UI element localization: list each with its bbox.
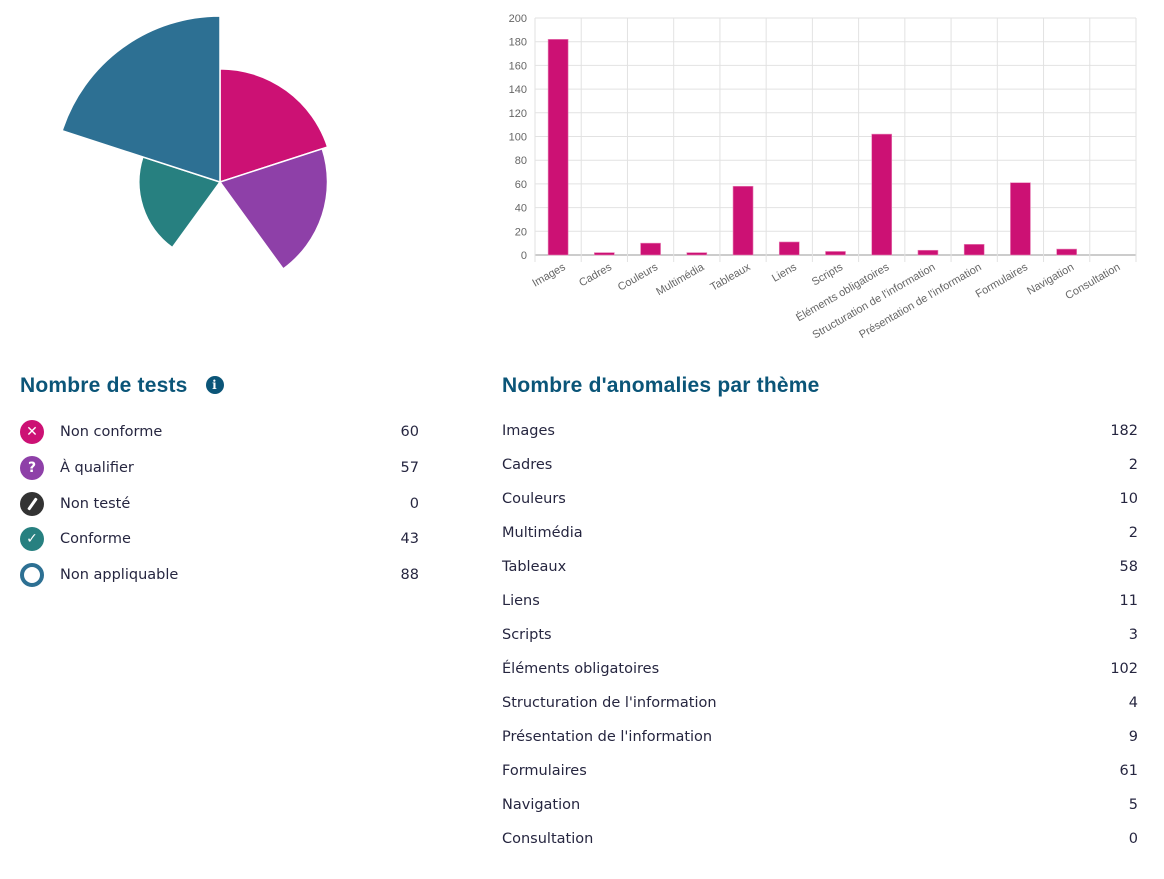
bar[interactable] bbox=[963, 244, 985, 256]
theme-row: Navigation 5 bbox=[502, 793, 1138, 817]
cross-icon: ✕ bbox=[20, 420, 44, 444]
test-label: À qualifier bbox=[60, 459, 134, 476]
polar-slice[interactable] bbox=[138, 155, 222, 249]
tests-title: Nombre de tests i bbox=[20, 374, 224, 398]
theme-row: Éléments obligatoires 102 bbox=[502, 657, 1138, 681]
theme-row: Consultation 0 bbox=[502, 827, 1138, 851]
theme-label: Éléments obligatoires bbox=[502, 661, 660, 677]
theme-value: 3 bbox=[1128, 627, 1138, 643]
bar[interactable] bbox=[686, 252, 708, 256]
x-tick-label: Multimédia bbox=[654, 261, 707, 298]
theme-label: Navigation bbox=[502, 797, 581, 813]
bar[interactable] bbox=[917, 249, 939, 256]
test-value: 60 bbox=[400, 424, 419, 440]
theme-label: Scripts bbox=[502, 627, 552, 643]
bar[interactable] bbox=[825, 251, 846, 256]
test-row: Non testé 0 bbox=[20, 491, 419, 516]
theme-value: 2 bbox=[1128, 457, 1138, 473]
theme-row: Couleurs 10 bbox=[502, 487, 1138, 511]
polar-slice[interactable] bbox=[61, 15, 221, 184]
theme-value: 61 bbox=[1119, 763, 1138, 779]
test-label: Non conforme bbox=[60, 424, 163, 440]
theme-value: 0 bbox=[1128, 831, 1138, 847]
x-tick-label: Scripts bbox=[810, 261, 846, 288]
theme-row: Présentation de l'information 9 bbox=[502, 725, 1138, 749]
y-tick-label: 200 bbox=[509, 13, 527, 25]
test-label: Non appliquable bbox=[60, 567, 179, 584]
slash-icon bbox=[20, 491, 44, 516]
theme-label: Formulaires bbox=[502, 763, 587, 779]
themes-title: Nombre d'anomalies par thème bbox=[502, 374, 820, 397]
y-tick-label: 60 bbox=[515, 179, 527, 191]
test-row: ✓ Conforme 43 bbox=[20, 527, 419, 552]
theme-label: Multimédia bbox=[502, 525, 583, 541]
theme-row: Liens 11 bbox=[502, 589, 1138, 613]
theme-label: Tableaux bbox=[502, 559, 567, 575]
info-icon[interactable]: i bbox=[205, 376, 224, 394]
theme-value: 11 bbox=[1119, 593, 1138, 609]
theme-label: Consultation bbox=[502, 831, 594, 847]
theme-label: Cadres bbox=[502, 457, 553, 473]
theme-value: 5 bbox=[1128, 797, 1138, 813]
theme-label: Couleurs bbox=[502, 491, 566, 507]
test-row: ? À qualifier 57 bbox=[20, 455, 419, 480]
y-tick-label: 20 bbox=[515, 226, 527, 238]
y-tick-label: 0 bbox=[521, 250, 527, 262]
y-tick-label: 100 bbox=[509, 132, 527, 144]
test-value: 43 bbox=[400, 531, 419, 548]
test-label: Conforme bbox=[60, 531, 131, 548]
test-value: 0 bbox=[409, 495, 419, 512]
check-icon: ✓ bbox=[20, 527, 44, 552]
question-icon: ? bbox=[20, 455, 44, 480]
test-value: 88 bbox=[400, 567, 419, 584]
polar-slice[interactable] bbox=[218, 147, 329, 271]
y-tick-label: 40 bbox=[515, 203, 527, 215]
theme-row: Tableaux 58 bbox=[502, 555, 1138, 579]
test-label: Non testé bbox=[60, 495, 131, 512]
theme-row: Multimédia 2 bbox=[502, 521, 1138, 545]
x-tick-label: Cadres bbox=[577, 261, 614, 289]
bar[interactable] bbox=[871, 133, 893, 256]
x-tick-label: Images bbox=[530, 261, 568, 290]
theme-label: Structuration de l'information bbox=[502, 695, 717, 711]
theme-row: Structuration de l'information 4 bbox=[502, 691, 1138, 715]
bar[interactable] bbox=[640, 242, 661, 256]
theme-value: 102 bbox=[1110, 661, 1138, 677]
bar[interactable] bbox=[1010, 182, 1031, 256]
theme-value: 2 bbox=[1128, 525, 1138, 541]
theme-label: Présentation de l'information bbox=[502, 729, 713, 745]
x-tick-label: Liens bbox=[770, 261, 799, 285]
y-tick-label: 160 bbox=[509, 60, 527, 72]
theme-row: Cadres 2 bbox=[502, 453, 1138, 477]
bar[interactable] bbox=[1056, 248, 1077, 256]
polar-area-chart bbox=[61, 15, 329, 271]
theme-value: 58 bbox=[1119, 559, 1138, 575]
theme-row: Formulaires 61 bbox=[502, 759, 1138, 783]
circle-icon bbox=[20, 563, 44, 588]
test-row: ✕ Non conforme 60 bbox=[20, 420, 419, 444]
test-value: 57 bbox=[400, 459, 419, 476]
theme-row: Scripts 3 bbox=[502, 623, 1138, 647]
theme-value: 10 bbox=[1119, 491, 1138, 507]
x-tick-label: Formulaires bbox=[974, 261, 1031, 301]
bar[interactable] bbox=[732, 185, 754, 256]
test-row: Non appliquable 88 bbox=[20, 563, 419, 588]
bar[interactable] bbox=[594, 252, 615, 256]
theme-value: 4 bbox=[1128, 695, 1138, 711]
theme-label: Liens bbox=[502, 593, 540, 609]
theme-row: Images 182 bbox=[502, 419, 1138, 443]
y-tick-label: 180 bbox=[509, 37, 527, 49]
y-tick-label: 120 bbox=[509, 108, 527, 120]
x-tick-label: Tableaux bbox=[708, 261, 753, 294]
theme-label: Images bbox=[502, 423, 555, 439]
bar[interactable] bbox=[547, 39, 569, 256]
polar-slice[interactable] bbox=[219, 68, 329, 184]
theme-value: 182 bbox=[1110, 423, 1138, 439]
bar[interactable] bbox=[778, 241, 800, 256]
y-tick-label: 80 bbox=[515, 155, 527, 167]
y-tick-label: 140 bbox=[509, 84, 527, 96]
theme-value: 9 bbox=[1128, 729, 1138, 745]
